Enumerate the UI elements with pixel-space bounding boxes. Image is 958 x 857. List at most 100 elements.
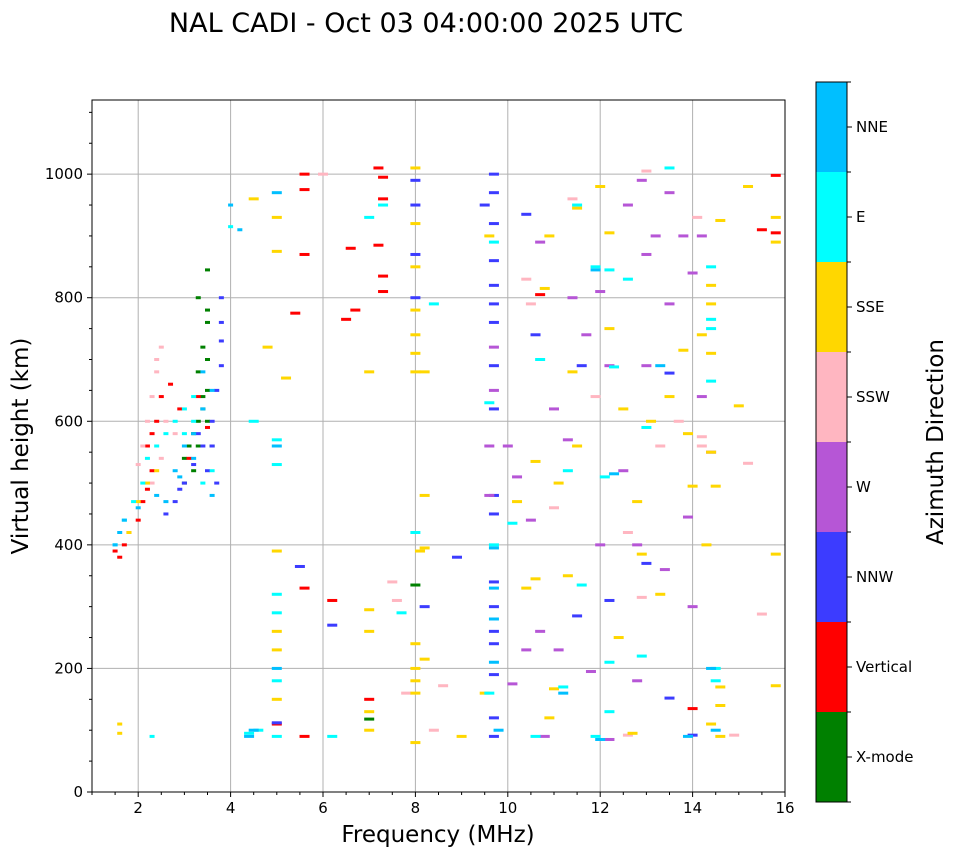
data-point: [590, 265, 601, 269]
data-point: [126, 531, 132, 534]
data-point: [163, 500, 169, 504]
data-point: [488, 605, 499, 609]
data-point: [228, 225, 234, 229]
data-point: [364, 370, 375, 374]
data-point: [131, 500, 137, 504]
data-point: [590, 734, 601, 738]
data-point: [562, 574, 573, 578]
data-point: [539, 734, 550, 738]
data-point: [112, 543, 118, 547]
data-point: [410, 265, 421, 269]
data-point: [655, 444, 666, 448]
data-point: [743, 185, 754, 188]
data-point: [410, 252, 421, 256]
data-point: [177, 407, 183, 411]
data-point: [715, 734, 726, 738]
data-point: [205, 358, 210, 361]
data-point: [572, 444, 583, 448]
data-point: [112, 549, 118, 553]
data-point: [604, 268, 615, 272]
data-point: [484, 493, 495, 497]
data-point: [549, 407, 559, 411]
data-point: [135, 506, 141, 510]
data-point: [572, 203, 583, 207]
data-point: [410, 308, 421, 312]
x-tick-label: 16: [775, 799, 794, 817]
data-point: [687, 271, 698, 275]
data-point: [135, 518, 141, 522]
data-point: [484, 401, 495, 405]
data-point: [121, 543, 127, 547]
data-point: [488, 191, 499, 195]
data-point: [186, 456, 192, 460]
data-point: [488, 364, 499, 368]
data-point: [696, 435, 707, 439]
data-point: [544, 234, 555, 238]
data-point: [244, 734, 255, 738]
data-point: [373, 166, 384, 170]
data-point: [200, 370, 206, 374]
data-point: [488, 240, 499, 244]
data-point: [756, 228, 767, 232]
data-point: [172, 500, 178, 504]
data-point: [692, 215, 703, 219]
data-point: [567, 296, 578, 300]
data-point: [627, 731, 638, 735]
data-point: [488, 642, 499, 646]
colorbar-tick-label: Vertical: [856, 658, 912, 676]
data-point: [488, 172, 499, 176]
data-point: [590, 268, 601, 272]
data-point: [535, 240, 546, 244]
data-point: [488, 320, 499, 324]
data-point: [572, 206, 583, 210]
data-point: [144, 456, 150, 460]
colorbar-tick-label: NNW: [856, 568, 893, 586]
data-point: [770, 552, 781, 556]
data-point: [158, 456, 164, 460]
data-point: [687, 484, 698, 488]
x-axis-label: Frequency (MHz): [341, 822, 534, 848]
colorbar-tick-label: SSW: [856, 388, 890, 406]
data-point: [687, 707, 698, 711]
data-point: [488, 512, 499, 516]
data-point: [299, 252, 310, 256]
data-point: [209, 444, 215, 448]
data-point: [181, 407, 187, 411]
data-point: [488, 734, 499, 738]
data-point: [181, 444, 187, 448]
data-point: [154, 419, 160, 423]
data-point: [770, 215, 781, 219]
data-point: [248, 197, 259, 201]
data-point: [632, 500, 643, 504]
data-point: [117, 531, 123, 534]
data-point: [664, 371, 675, 375]
data-point: [535, 629, 546, 633]
data-point: [191, 395, 197, 399]
colorbar-tick-label: NNE: [856, 118, 888, 136]
data-marks: [112, 166, 781, 745]
data-point: [488, 259, 499, 263]
data-point: [410, 222, 421, 226]
data-point: [364, 215, 375, 219]
data-point: [149, 432, 155, 436]
data-point: [149, 469, 155, 473]
data-point: [350, 308, 361, 312]
data-point: [562, 438, 573, 442]
data-point: [163, 512, 169, 516]
data-point: [521, 277, 532, 281]
data-point: [488, 388, 499, 392]
x-tick-label: 6: [318, 799, 328, 817]
data-point: [535, 293, 546, 297]
data-point: [488, 543, 499, 547]
data-point: [456, 734, 467, 738]
data-point: [209, 493, 215, 497]
data-point: [195, 370, 201, 374]
data-point: [195, 432, 201, 436]
data-point: [163, 432, 169, 436]
data-point: [299, 188, 310, 192]
data-point: [706, 327, 717, 331]
data-point: [410, 178, 421, 182]
data-point: [622, 277, 633, 281]
data-point: [451, 555, 462, 559]
colorbar-swatch: [816, 352, 847, 442]
